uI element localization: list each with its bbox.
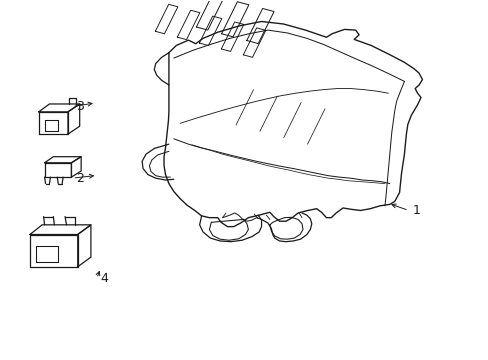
Text: 3: 3 [76,100,84,113]
Text: 4: 4 [101,272,108,285]
Text: 2: 2 [76,172,84,185]
Text: 1: 1 [412,204,420,217]
